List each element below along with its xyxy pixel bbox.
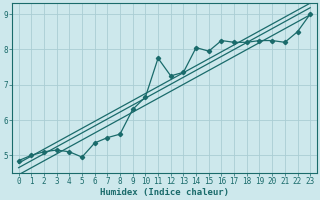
X-axis label: Humidex (Indice chaleur): Humidex (Indice chaleur) bbox=[100, 188, 229, 197]
